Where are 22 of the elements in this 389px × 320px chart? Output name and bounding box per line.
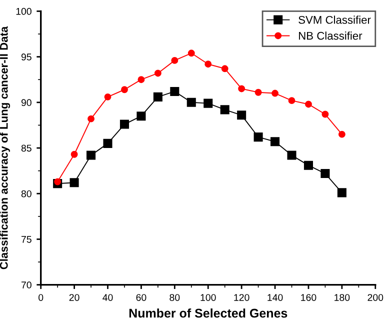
x-tick-label: 40 [102, 294, 113, 301]
legend-label: SVM Classifier [298, 16, 371, 24]
y-axis-title: Classification accuracy of Lung cancer-II Data [0, 26, 10, 270]
legend-label: NB Classifier [299, 32, 362, 40]
y-tick-label: 85 [21, 144, 32, 152]
y-tick-label: 100 [16, 8, 32, 15]
y-tick-label: 95 [21, 54, 32, 60]
x-tick-label: 140 [268, 294, 283, 301]
x-axis-title: Number of Selected Genes [129, 308, 288, 318]
x-tick-label: 20 [69, 294, 80, 301]
y-tick-label: 75 [22, 236, 32, 243]
x-tick-label: 120 [234, 294, 250, 301]
x-tick-label: 100 [200, 294, 216, 301]
x-tick-label: 80 [170, 294, 180, 301]
y-tick-label: 70 [22, 282, 32, 288]
x-tick-label: 160 [301, 294, 316, 301]
y-tick-label: 80 [21, 190, 32, 198]
x-tick-label: 200 [368, 294, 384, 301]
y-tick-label: 90 [21, 99, 32, 106]
x-tick-label: 0 [38, 294, 44, 301]
x-tick-label: 180 [334, 294, 350, 301]
x-tick-label: 60 [136, 294, 146, 301]
